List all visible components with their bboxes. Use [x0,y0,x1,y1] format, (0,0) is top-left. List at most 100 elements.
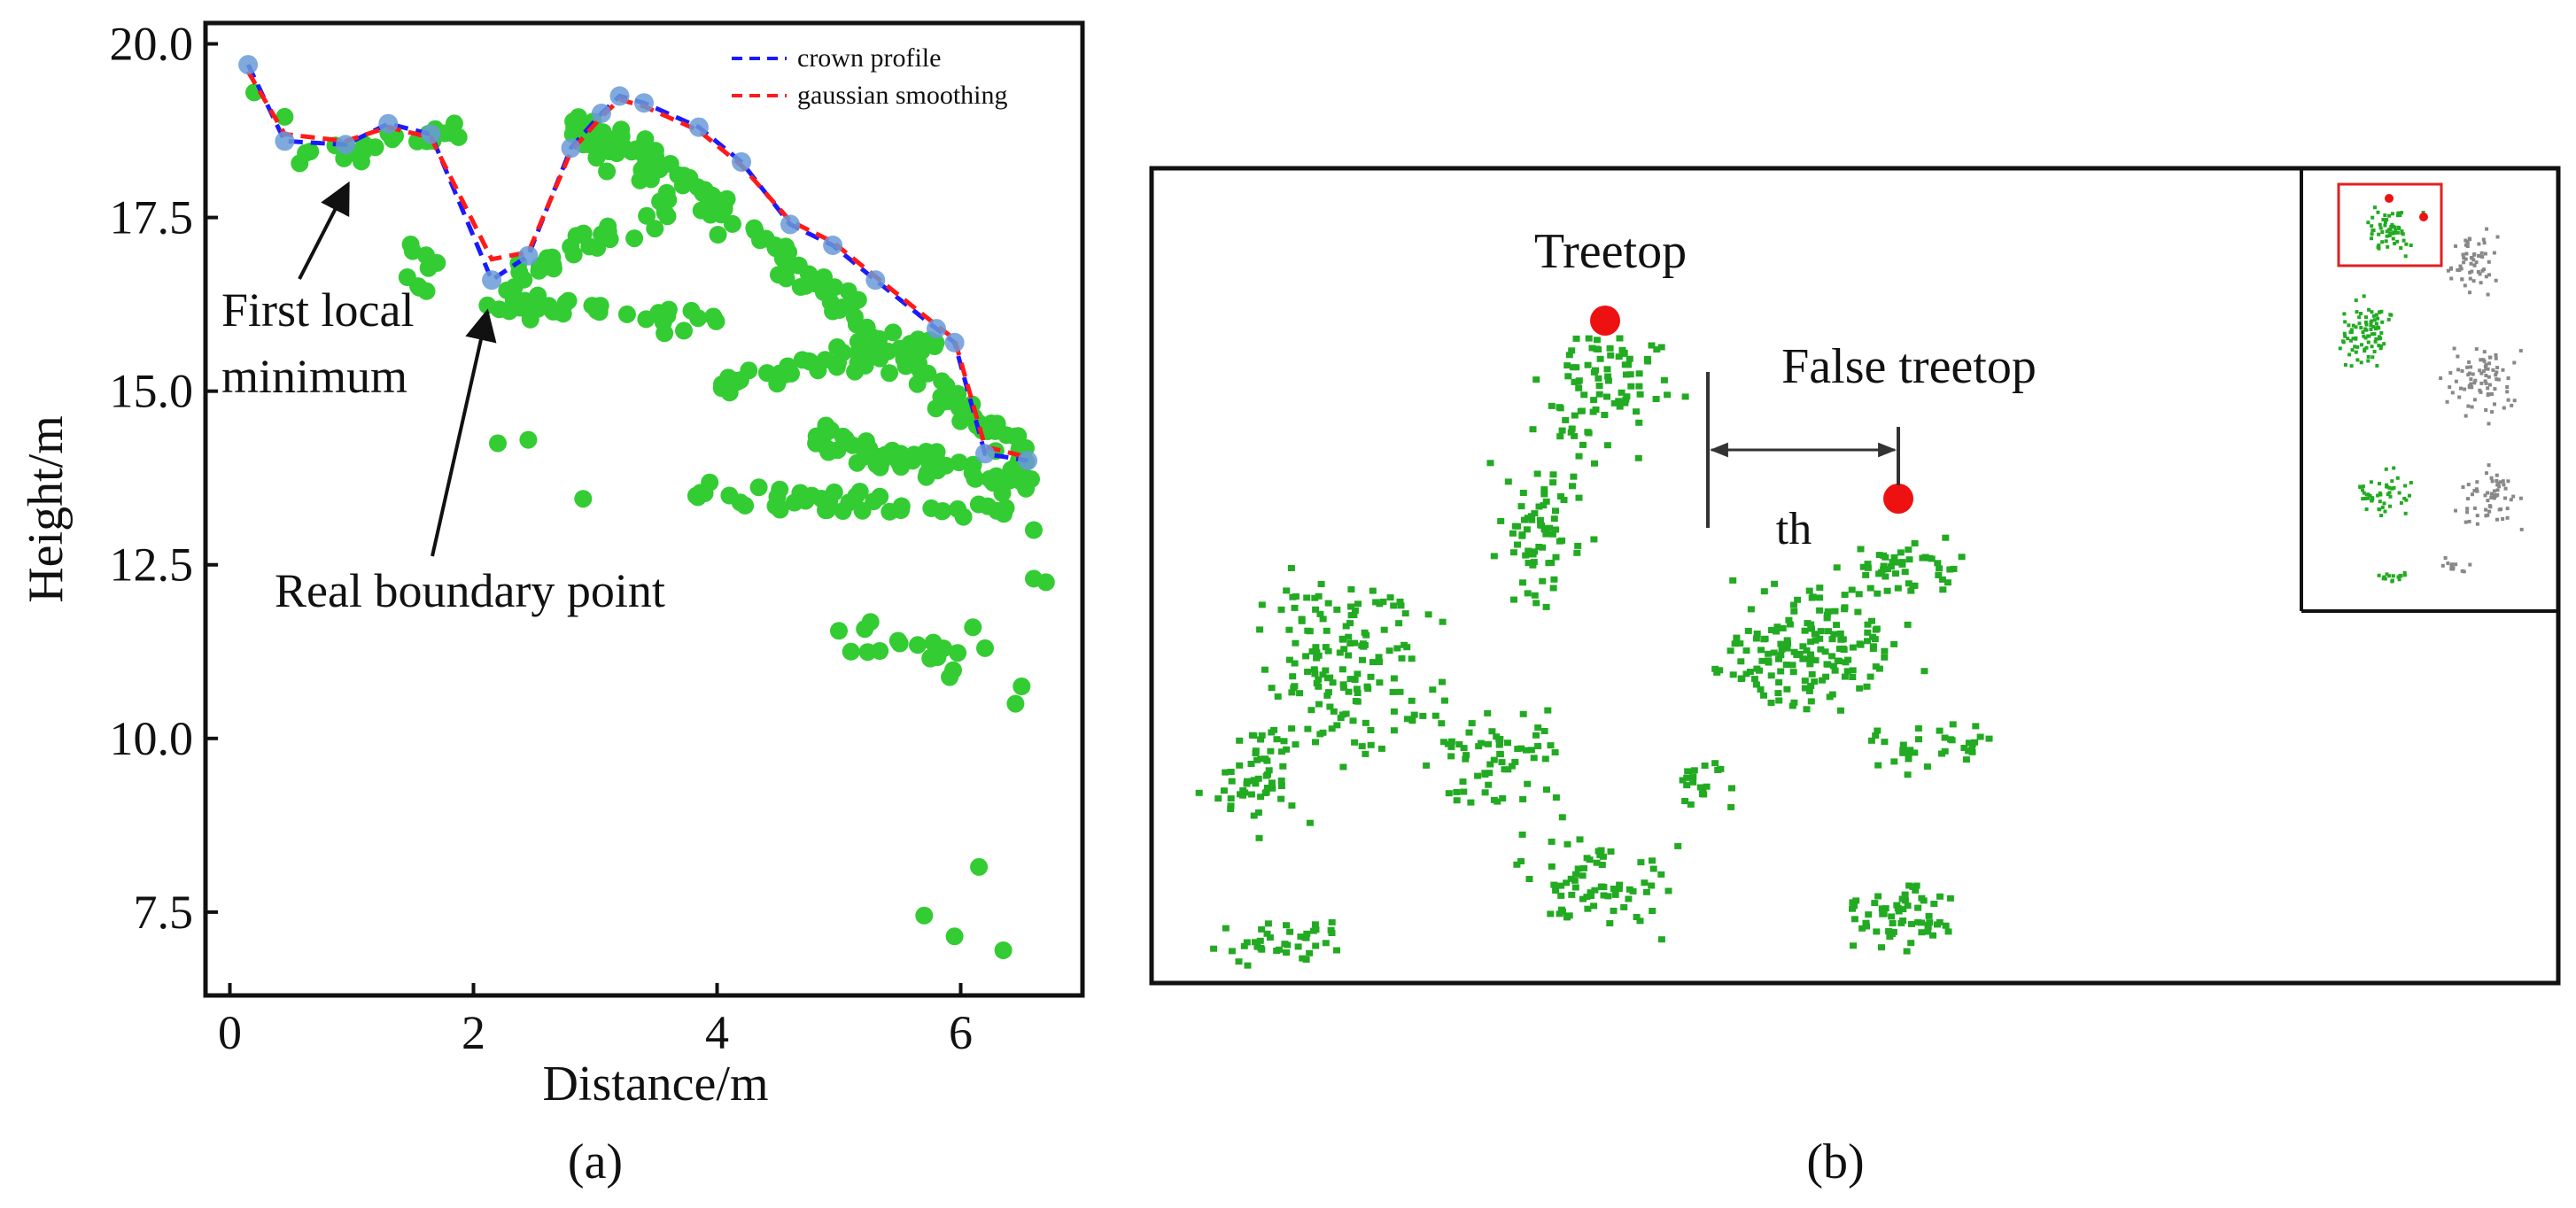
cloud-point [1395,620,1403,627]
cloud-point [1699,789,1707,796]
inset-point [2395,239,2400,244]
inset-point [2397,577,2401,582]
inset-point [2370,224,2374,228]
inset-point [2479,381,2484,385]
crown-profile-point [780,214,800,235]
cloud-point [1367,673,1375,680]
inset-point [2361,497,2365,501]
cloud-point [1681,798,1689,804]
cloud-point [1936,893,1944,900]
cloud-point [1498,759,1506,766]
cloud-point [1342,623,1350,630]
inset-point [2486,292,2490,297]
cloud-point [1339,763,1347,770]
inset-point [2354,350,2358,354]
cloud-point [1874,893,1882,900]
scatter-point [1005,459,1023,477]
cloud-point [1597,847,1605,854]
inset-point [2349,338,2353,343]
cloud-point [1529,551,1537,558]
scatter-point [963,463,982,482]
y-tick-label: 17.5 [110,191,194,244]
cloud-point [1889,920,1897,926]
cloud-point [1362,719,1369,726]
cloud-point [1603,366,1611,373]
crown-profile-point [975,444,995,464]
inset-point [2354,325,2358,329]
cloud-point [1774,690,1782,697]
cloud-point [1580,864,1587,871]
cloud-point [1600,892,1608,899]
scatter-point [928,461,947,480]
cloud-point [1874,762,1882,769]
crown-profile-point [634,93,654,113]
inset-point [2341,340,2346,345]
scatter-point [892,501,910,519]
cloud-point [1258,732,1266,739]
cloud-point [1291,683,1299,690]
crown-profile-point [732,151,751,172]
inset-point [2463,520,2468,524]
cloud-point [1641,879,1649,887]
y-ticks: 7.5 10.0 12.5 15.0 17.5 20.0 [110,18,218,939]
scatter-point [731,493,749,512]
inset-point [2484,367,2488,371]
scatter-point [950,453,968,472]
cloud-point [1899,918,1907,924]
inset-point [2399,574,2403,578]
cloud-point [1563,362,1571,369]
inset-point [2495,377,2499,382]
cloud-point [1429,686,1437,693]
scatter-point [909,636,927,654]
cloud-point [1819,677,1826,684]
inset-point [2468,562,2472,567]
inset-point [2401,238,2406,243]
inset-point [2471,279,2476,283]
plot-frame-a [203,20,1085,998]
cloud-point [1575,377,1583,384]
scatter-point [976,639,994,657]
cloud-point [1552,507,1559,515]
cloud-point [1339,681,1347,688]
inset-point [2503,496,2507,500]
inset-point [2474,487,2479,492]
cloud-point [1616,335,1624,342]
cloud-point [1540,486,1548,493]
scatter-point [675,321,693,340]
inset-point [2489,495,2494,499]
cloud-point [1934,921,1941,928]
cloud-point [1936,565,1944,572]
inset-point [2393,225,2397,229]
cloud-point [1899,906,1907,913]
cloud-point [1615,353,1623,360]
scatter-point [949,644,967,662]
cloud-point [1277,783,1285,789]
cloud-point [1312,644,1320,651]
cloud-point [1377,745,1385,752]
scatter-point [951,412,970,430]
cloud-point [1868,617,1875,624]
cloud-point [1527,747,1535,754]
cloud-point [1277,795,1285,802]
cloud-point [1264,771,1271,778]
inset-point [2392,485,2396,490]
cloud-point [1742,670,1750,678]
cloud-point [1976,733,1984,740]
inset-point [2495,366,2500,369]
cloud-point [1576,836,1584,843]
cloud-point [1549,471,1557,478]
inset-point [2350,348,2355,352]
cloud-point [1236,737,1244,744]
cloud-point [1514,523,1522,530]
cloud-point [1904,902,1912,910]
cloud-point [1525,876,1533,882]
inset-point [2362,294,2366,298]
crown-profile-point [238,55,259,75]
scatter-point [638,206,656,225]
cloud-point [1563,879,1571,887]
inset-point [2348,330,2353,335]
cloud-point [1575,384,1583,391]
inset-point [2366,496,2370,500]
inset-point [2397,227,2401,231]
cloud-point [1567,875,1575,882]
